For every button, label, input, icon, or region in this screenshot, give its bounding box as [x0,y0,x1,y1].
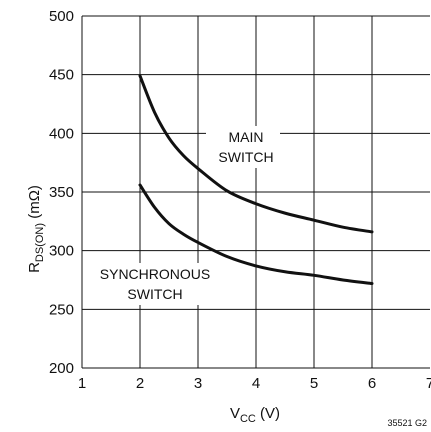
synchronous-switch-label-line2: SWITCH [127,286,182,302]
y-tick-label-250: 250 [49,301,74,318]
x-tick-label-2: 2 [136,375,144,392]
y-tick-label-400: 400 [49,125,74,142]
y-tick-label-300: 300 [49,243,74,260]
synchronous-switch-label-bg [104,263,214,305]
y-axis-title-main: R [26,262,43,273]
tick-labels: 200 250 300 350 400 450 500 1 2 3 4 5 6 7 [49,8,431,392]
x-tick-label-6: 6 [368,375,376,392]
x-tick-label-1: 1 [78,375,86,392]
x-tick-label-3: 3 [194,375,202,392]
x-tick-label-5: 5 [310,375,318,392]
series-lines [138,74,374,286]
x-tick-label-4: 4 [252,375,260,392]
main-switch-label: MAIN SWITCH [206,126,280,168]
main-switch-label-line2: SWITCH [218,149,273,165]
y-tick-label-500: 500 [49,8,74,25]
synchronous-switch-label: SYNCHRONOUS SWITCH [100,263,214,305]
x-axis-title: VCC (V) [230,405,280,425]
main-switch-label-bg [206,126,280,168]
y-tick-label-450: 450 [49,67,74,84]
series-line-main-switch [138,74,374,234]
synchronous-switch-label-line1: SYNCHRONOUS [100,266,210,282]
y-axis-title: RDS(ON) (mΩ) [26,185,46,273]
x-tick-label-7: 7 [426,375,431,392]
x-axis-title-suffix: (V) [256,405,280,422]
x-axis-title-subscript: CC [240,413,256,425]
grid [81,15,430,369]
x-axis-title-main: V [230,405,240,422]
y-tick-label-200: 200 [49,360,74,377]
y-axis-title-suffix: (mΩ) [26,185,43,223]
y-axis-title-subscript: DS(ON) [34,223,46,262]
figure-id: 35521 G2 [387,418,427,428]
main-switch-label-line1: MAIN [229,129,264,145]
y-tick-label-350: 350 [49,184,74,201]
series-line-synchronous-switch [138,183,374,286]
